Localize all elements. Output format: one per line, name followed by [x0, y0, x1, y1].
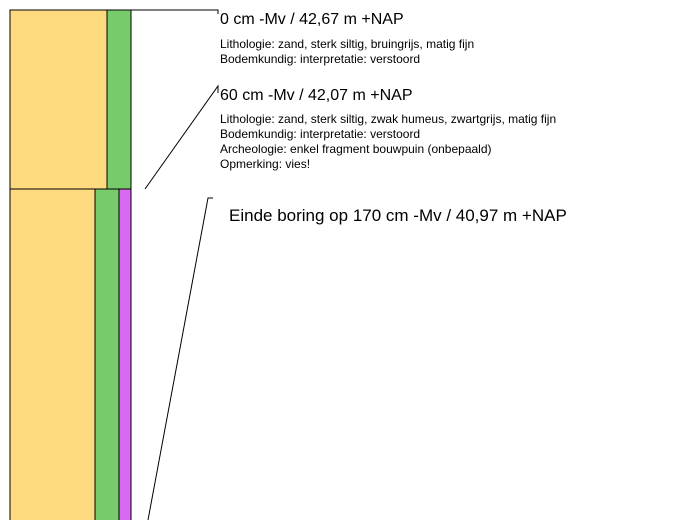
end-of-boring-label: Einde boring op 170 cm -Mv / 40,97 m +NA… — [229, 206, 567, 225]
layer-1-soil-band — [106, 9, 132, 190]
layer-1-depth-label: 0 cm -Mv / 42,67 m +NAP — [220, 11, 404, 28]
layer-2-soil-band — [94, 188, 120, 520]
layer-2-depth-label: 60 cm -Mv / 42,07 m +NAP — [220, 87, 413, 104]
layer-2-lithology-text: Lithologie: zand, sterk siltig, zwak hum… — [220, 112, 557, 126]
layer-2-archeology-band — [118, 188, 132, 520]
layer-1-lithology-text: Lithologie: zand, sterk siltig, bruingri… — [220, 37, 475, 51]
layer-2-soil-text: Bodemkundig: interpretatie: verstoord — [220, 127, 421, 141]
end-leader-line — [147, 197, 213, 520]
layer-1-leader-line — [131, 9, 219, 14]
layer-2-archeology-text: Archeologie: enkel fragment bouwpuin (on… — [220, 142, 492, 156]
layer-2-remark-text: Opmerking: vies! — [220, 157, 311, 171]
layer-1-soil-text: Bodemkundig: interpretatie: verstoord — [220, 52, 421, 66]
layer-2-lithology-band — [9, 188, 96, 520]
layer-2-leader-line — [144, 84, 219, 190]
layer-1-lithology-band — [9, 9, 108, 190]
